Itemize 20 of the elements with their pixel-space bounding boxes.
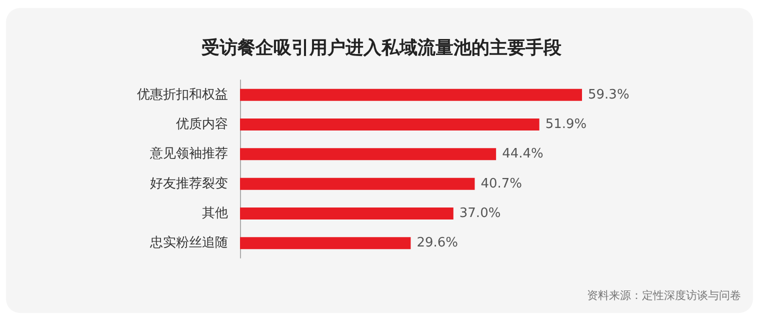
- data-label: 51.9%: [545, 117, 587, 132]
- data-label: 40.7%: [480, 176, 522, 192]
- y-tick-label: 其他: [202, 206, 228, 221]
- bar: [240, 148, 496, 160]
- bar: [240, 178, 475, 190]
- text: 资料来源：定性深度访谈与问卷: [587, 289, 741, 302]
- data-label: 37.0%: [459, 206, 501, 221]
- bar: [240, 208, 454, 220]
- y-tick-label: 忠实粉丝追随: [149, 236, 228, 251]
- y-tick-label: 优质内容: [176, 116, 228, 132]
- data-label: 59.3%: [588, 87, 630, 102]
- data-label: 44.4%: [502, 146, 544, 162]
- y-tick-label: 意见领袖推荐: [149, 146, 228, 162]
- y-tick-label: 优惠折扣和权益: [137, 87, 228, 102]
- bar: [240, 88, 582, 101]
- bar: [240, 118, 540, 130]
- data-label: 29.6%: [416, 236, 458, 251]
- chart-title: 受访餐企吸引用户进入私域流量池的主要手段: [202, 38, 562, 58]
- bar: [240, 237, 411, 250]
- y-tick-label: 好友推荐裂变: [150, 176, 228, 192]
